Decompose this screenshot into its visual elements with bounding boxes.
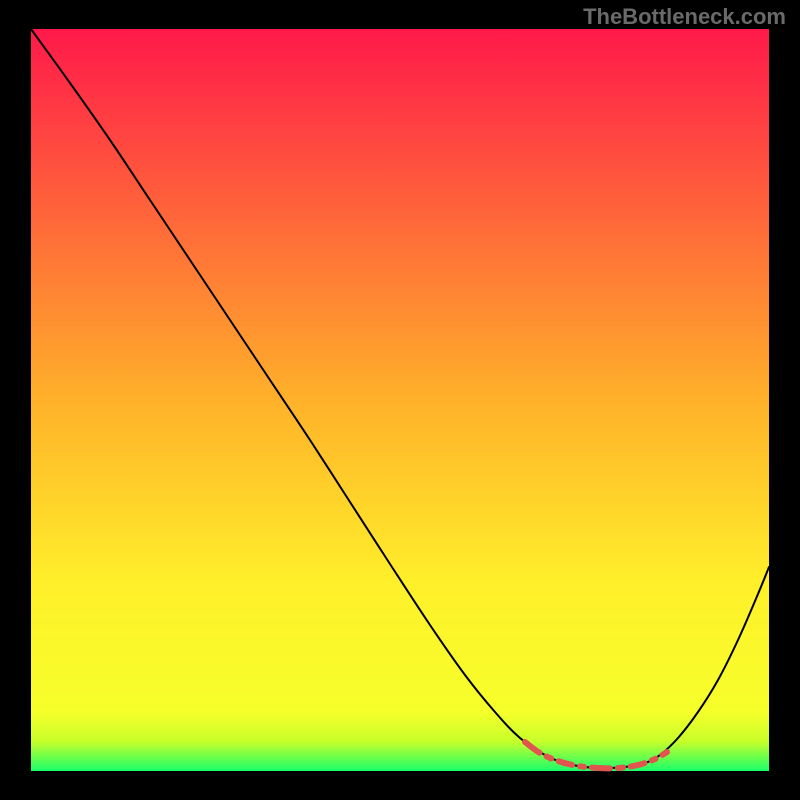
bottleneck-curve (31, 29, 769, 768)
chart-stage: TheBottleneck.com (0, 0, 800, 800)
plot-area (31, 29, 769, 771)
watermark-text: TheBottleneck.com (583, 4, 786, 30)
optimal-range-curve (525, 742, 667, 768)
curves-layer (31, 29, 769, 771)
